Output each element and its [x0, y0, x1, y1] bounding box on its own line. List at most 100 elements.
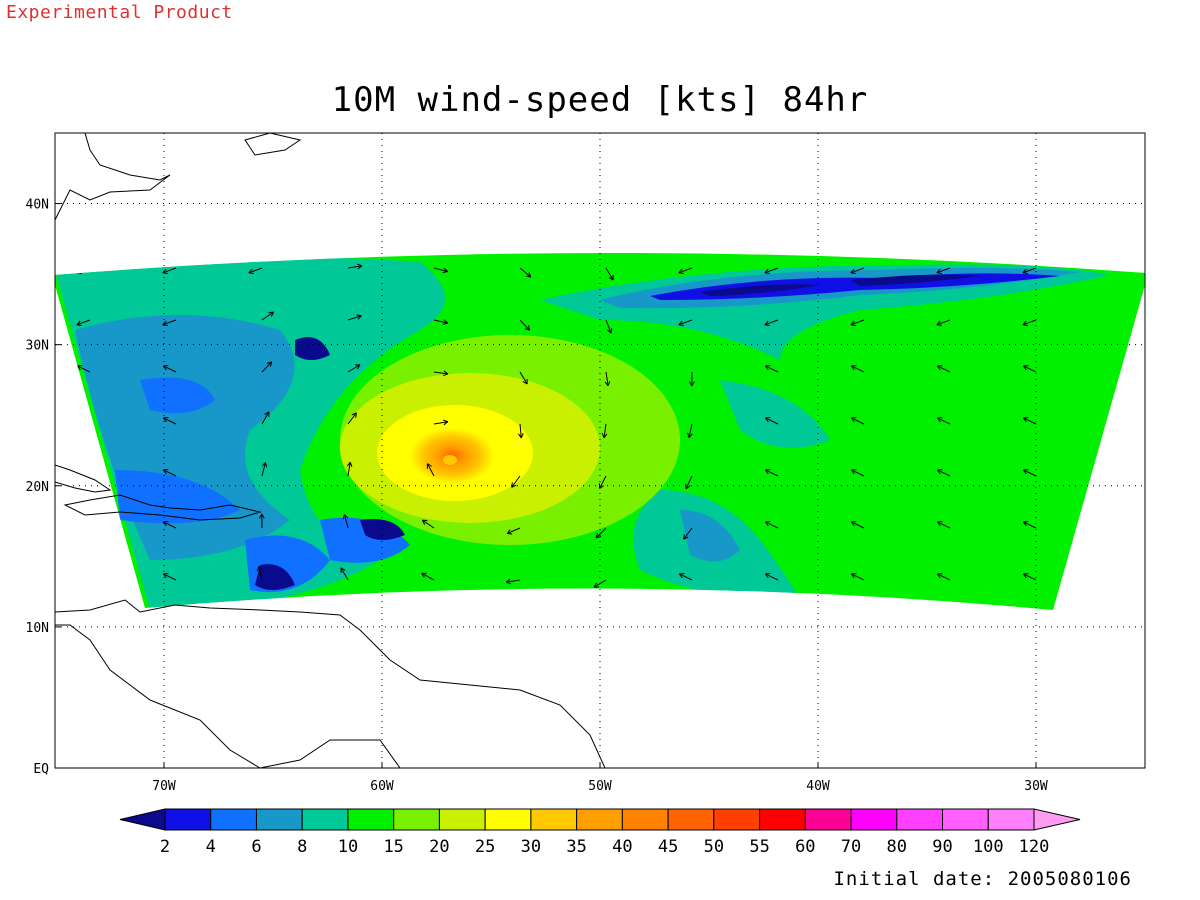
colorbar-bin [713, 808, 761, 831]
wind-arrow [511, 475, 521, 488]
wind-arrow [678, 267, 693, 275]
wind-arrow [76, 319, 91, 327]
plot-title: 10M wind-speed [kts] 84hr [331, 80, 869, 120]
wind-arrow [519, 267, 532, 278]
colorbar-label: 2 [160, 837, 170, 857]
colorbar-label: 70 [841, 837, 861, 857]
wind-arrow [162, 521, 177, 529]
colorbar-label: 4 [206, 837, 216, 857]
wind-field [55, 252, 1145, 610]
wind-arrow [261, 462, 268, 477]
south-america-coast [55, 599, 606, 768]
x-tick-label: 70W [152, 779, 176, 794]
wind-arrow [764, 469, 779, 477]
colorbar-bin [987, 808, 1035, 831]
colorbar-labels: 2 4 6 8 10 15 20 25 30 35 40 45 50 55 60 70 80 90 100 120 [160, 837, 1049, 857]
wind-arrow [519, 319, 531, 331]
colorbar-bin [347, 808, 395, 831]
wind-arrow [76, 573, 91, 581]
colorbar-label: 120 [1019, 837, 1050, 857]
wind-arrow [433, 267, 448, 274]
y-tick-label: 30N [26, 339, 49, 354]
colorbar-label: 90 [932, 837, 952, 857]
colorbar-bin [759, 808, 806, 831]
y-tick-label: 10N [26, 621, 49, 636]
colorbar-label: 6 [251, 837, 261, 857]
colorbar-bin [667, 808, 715, 831]
colorbar-label: 55 [749, 837, 769, 857]
wind-arrow [421, 519, 435, 529]
colorbar-bin [393, 808, 440, 831]
wind-arrow [433, 419, 449, 426]
wind-arrow [604, 371, 611, 387]
wind-arrow [347, 263, 363, 270]
wind-arrow [678, 319, 693, 327]
colorbar-bin [896, 808, 944, 831]
wind-arrow [248, 267, 263, 275]
wind-arrow [605, 267, 614, 281]
longitude-tick-labels: 70W 60W 50W 40W 30W [152, 779, 1048, 794]
wind-arrow [936, 267, 951, 275]
wind-arrow [850, 417, 865, 425]
x-tick-label: 50W [588, 779, 612, 794]
wind-arrow [426, 463, 435, 477]
wind-arrow [347, 412, 357, 425]
wind-arrow [162, 319, 177, 327]
wind-arrow [347, 364, 361, 373]
wind-arrow [76, 417, 91, 425]
wind-arrow [936, 319, 951, 327]
wind-arrow [1022, 319, 1037, 327]
y-tick-label: 40N [26, 198, 49, 213]
colorbar-bin [621, 808, 669, 831]
colorbar-label: 25 [475, 837, 495, 857]
wind-arrow [936, 521, 951, 529]
north-america-coast [55, 133, 171, 221]
colorbar-label: 8 [297, 837, 307, 857]
colorbar-max-triangle [1033, 808, 1081, 831]
wind-arrow [259, 513, 265, 529]
wind-arrow [850, 267, 865, 275]
colorbar-bin [942, 808, 989, 831]
colorbar [119, 808, 1081, 831]
wind-arrow [162, 573, 177, 581]
graticule [55, 133, 1145, 769]
colorbar-label: 10 [338, 837, 358, 857]
wind-arrow [678, 573, 693, 581]
wind-arrow [850, 319, 865, 327]
wind-arrow [1022, 365, 1037, 373]
wind-arrow [162, 417, 177, 425]
colorbar-label: 20 [429, 837, 449, 857]
wind-arrow [936, 365, 951, 373]
colorbar-label: 45 [658, 837, 678, 857]
colorbar-bin [255, 808, 303, 831]
colorbar-min-triangle [119, 808, 166, 831]
colorbar-label: 35 [566, 837, 586, 857]
x-tick-label: 30W [1024, 779, 1048, 794]
wind-arrow [764, 267, 779, 275]
wind-arrow [433, 319, 448, 325]
colorbar-bin [301, 808, 349, 831]
colorbar-label: 60 [795, 837, 815, 857]
colorbar-label: 40 [612, 837, 632, 857]
colorbar-bin [804, 808, 852, 831]
colorbar-label: 80 [887, 837, 907, 857]
wind-arrow [601, 423, 608, 439]
wind-arrow [850, 365, 865, 373]
y-tick-label: EQ [33, 762, 49, 777]
x-tick-label: 40W [806, 779, 830, 794]
wind-arrow [1022, 267, 1037, 275]
wind-arrow [506, 527, 521, 535]
colorbar-bin [438, 808, 486, 831]
colorbar-bin [576, 808, 623, 831]
wind-arrow [595, 527, 607, 539]
colorbar-bin [530, 808, 578, 831]
wind-arrow [764, 417, 779, 425]
wind-arrow [1022, 417, 1037, 425]
wind-arrow [850, 469, 865, 477]
wind-arrow [76, 365, 91, 373]
colorbar-bin [850, 808, 898, 831]
coastlines [55, 133, 606, 768]
wind-arrow [1022, 573, 1037, 581]
wind-arrow [162, 267, 177, 275]
